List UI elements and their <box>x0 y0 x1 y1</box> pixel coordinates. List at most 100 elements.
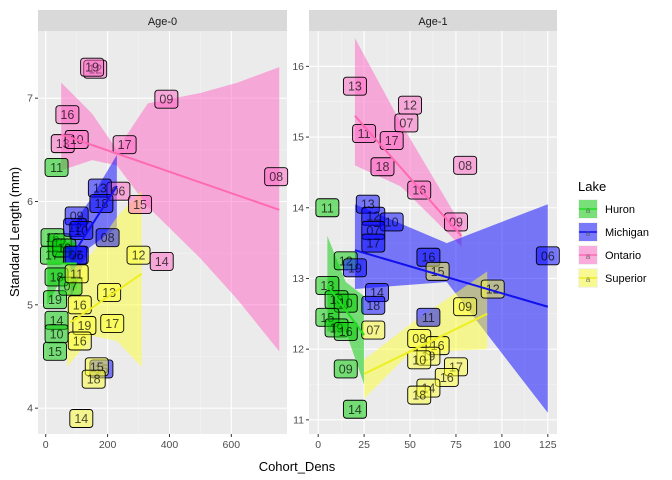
label-text: 12 <box>403 99 417 113</box>
label-text: 06 <box>541 249 555 263</box>
label-text: 11 <box>358 127 371 141</box>
data-point-superior-16: 16 <box>67 295 92 315</box>
label-text: 08 <box>458 159 472 173</box>
label-box <box>342 399 367 419</box>
data-point-superior-13: 13 <box>97 282 122 302</box>
confidence-band-ontario <box>354 38 462 247</box>
label-box <box>81 369 106 389</box>
legend-item-michigan: a Michigan <box>578 222 649 242</box>
data-point-michigan-10: 10 <box>69 220 94 240</box>
label-text: 17 <box>366 237 380 251</box>
data-point-huron-09: 09 <box>333 359 358 379</box>
legend-title: Lake <box>578 179 606 194</box>
label-box <box>361 320 386 340</box>
data-point-michigan-17: 17 <box>361 233 386 253</box>
y-tick-label: 14 <box>292 202 304 214</box>
label-text: 18 <box>94 197 108 211</box>
label-text: 19 <box>348 261 362 275</box>
data-point-michigan-18: 18 <box>361 295 386 315</box>
label-box <box>264 167 289 187</box>
label-box <box>80 57 105 77</box>
label-box <box>361 295 386 315</box>
data-point-ontario-16: 16 <box>55 105 80 125</box>
data-point-ontario-15: 15 <box>128 195 153 215</box>
data-point-michigan-13: 13 <box>87 178 112 198</box>
label-text: 13 <box>348 80 362 94</box>
data-point-michigan-12: 12 <box>361 206 386 226</box>
label-box <box>43 341 67 361</box>
label-box <box>407 350 432 370</box>
data-point-michigan-08: 08 <box>95 228 120 248</box>
y-tick-label: 13 <box>292 273 304 285</box>
data-point-ontario-17: 17 <box>112 135 137 155</box>
data-point-michigan-18: 18 <box>89 194 114 214</box>
label-text: 11 <box>70 267 83 281</box>
label-text: 19 <box>48 293 62 307</box>
label-text: 14 <box>155 255 169 269</box>
label-text: 10 <box>74 224 88 238</box>
data-point-ontario-09: 09 <box>444 212 468 232</box>
label-box <box>394 113 419 133</box>
label-text: 09 <box>339 362 353 376</box>
label-box <box>333 359 358 379</box>
label-box <box>89 194 114 214</box>
data-point-superior-16: 16 <box>434 367 459 387</box>
label-text: 10 <box>50 327 64 341</box>
label-box <box>69 220 94 240</box>
y-tick-label: 11 <box>293 414 304 426</box>
data-point-superior-14: 14 <box>69 409 94 428</box>
label-box <box>69 409 94 428</box>
strip-background-age-1 <box>309 10 557 31</box>
label-box <box>342 76 367 96</box>
label-box <box>434 367 459 387</box>
confidence-band-ontario <box>61 67 280 352</box>
label-text: 11 <box>321 201 334 215</box>
label-text: 13 <box>93 182 107 196</box>
label-text: 18 <box>87 373 101 387</box>
legend-key-glyph: a <box>586 252 591 261</box>
data-point-superior-12: 12 <box>480 279 505 299</box>
data-point-superior-16: 16 <box>67 331 92 351</box>
x-tick-label: 0 <box>43 439 49 451</box>
panel-age-0: Age-0 1219091613101708061514111612171318… <box>27 10 289 451</box>
label-box <box>126 245 151 265</box>
label-box <box>315 198 340 218</box>
label-text: 07 <box>366 324 380 338</box>
data-point-ontario-17: 17 <box>379 131 404 151</box>
data-point-michigan-10: 10 <box>379 212 404 232</box>
label-text: 18 <box>376 160 390 174</box>
label-box <box>352 124 377 143</box>
label-text: 09 <box>159 93 173 107</box>
label-text: 17 <box>385 134 399 148</box>
trend-line-ontario <box>60 133 280 211</box>
data-point-ontario-09: 09 <box>154 89 179 109</box>
label-text: 19 <box>85 61 99 75</box>
strip-background-age-0 <box>38 10 287 31</box>
label-text: 16 <box>339 325 353 339</box>
x-tick-label: 400 <box>161 439 179 451</box>
data-point-huron-14: 14 <box>342 399 367 419</box>
data-point-ontario-07: 07 <box>394 113 419 133</box>
label-text: 14 <box>74 412 88 426</box>
label-box <box>64 264 89 284</box>
data-point-michigan-19: 19 <box>342 258 367 278</box>
x-tick-label: 50 <box>404 439 416 451</box>
label-text: 17 <box>105 317 119 331</box>
label-box <box>333 293 358 313</box>
label-text: 15 <box>48 345 62 359</box>
label-text: 09 <box>458 300 472 314</box>
legend-item-superior: a Superior <box>578 268 647 288</box>
label-text: 13 <box>102 286 116 300</box>
data-layer-age-0: 1219091613101708061514111612171318190714… <box>39 57 289 428</box>
trend-line-superior <box>69 273 143 324</box>
trend-line-superior <box>363 312 488 375</box>
label-text: 06 <box>70 249 84 263</box>
x-tick-label: 200 <box>99 439 117 451</box>
label-box <box>379 131 404 151</box>
x-tick-label: 100 <box>493 439 511 451</box>
y-tick-label: 6 <box>27 196 33 208</box>
label-text: 11 <box>422 311 435 325</box>
y-tick-label: 16 <box>292 61 304 73</box>
strip-title-age-1: Age-1 <box>418 16 447 28</box>
label-text: 16 <box>73 335 87 349</box>
